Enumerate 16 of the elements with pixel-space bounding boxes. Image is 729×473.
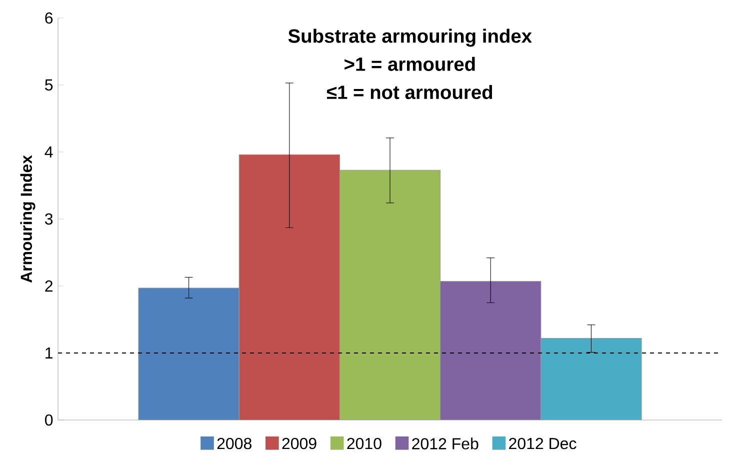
y-tick-label: 6: [45, 12, 53, 24]
annotation: >1 = armoured: [344, 56, 475, 71]
y-tick-label: 3: [45, 213, 53, 225]
legend-label: 2012 Dec: [509, 438, 576, 450]
y-tick-label: 4: [44, 146, 53, 158]
legend-label: 2010: [347, 438, 382, 450]
legend-label: 2008: [217, 438, 252, 450]
y-tick-label: 0: [45, 414, 53, 426]
text: Substrate armouring index: [288, 28, 532, 47]
legend-label: 2009: [282, 438, 316, 450]
annotation: ≤1 = not armoured: [326, 85, 492, 100]
y-tick-label: 2: [45, 280, 52, 292]
y-axis-title: Armouring Index: [20, 155, 36, 283]
y-tick-label: 5: [45, 79, 53, 91]
y-tick-label: 1: [46, 347, 53, 358]
legend-label: 2012 Feb: [412, 438, 478, 450]
